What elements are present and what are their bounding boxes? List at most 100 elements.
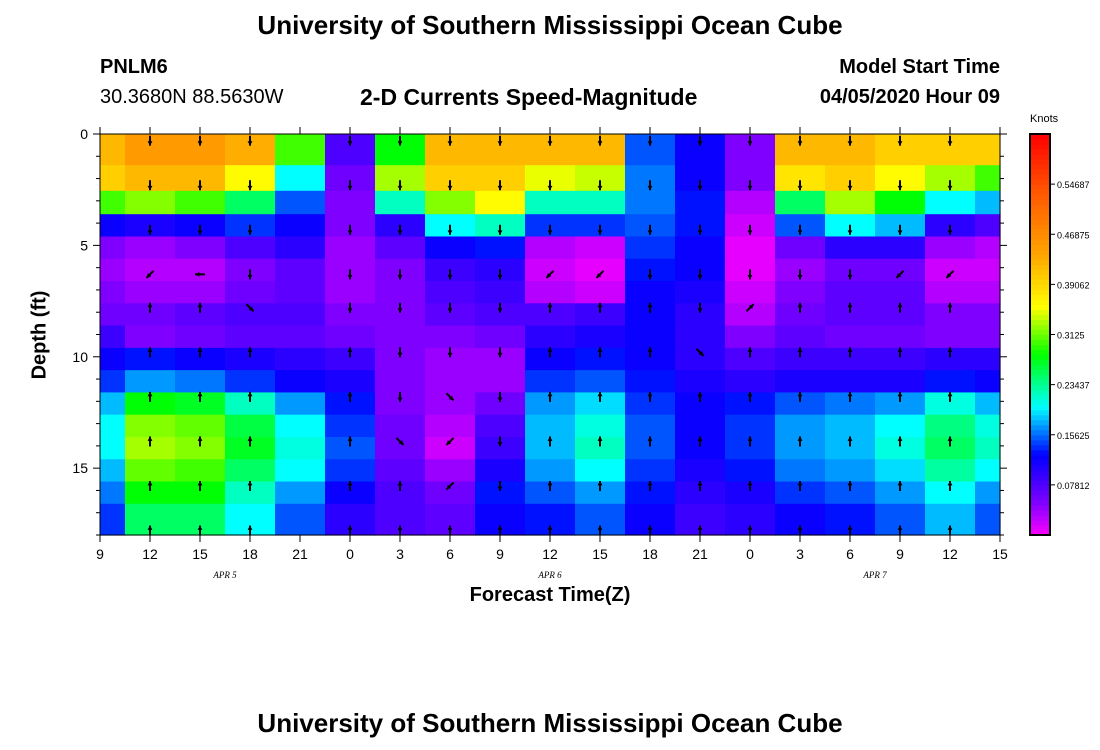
heatmap-cell [175, 258, 226, 282]
current-direction-arrow [797, 391, 803, 402]
x-tick-label: 9 [896, 546, 904, 562]
heatmap-cell [225, 436, 276, 460]
current-direction-arrow [447, 269, 453, 280]
heatmap-cell [775, 303, 826, 327]
colorbar-segment [1030, 519, 1050, 526]
colorbar-segment [1030, 459, 1050, 466]
colorbar-segment [1030, 319, 1050, 326]
heatmap-cell [325, 459, 376, 483]
heatmap-cell [625, 236, 676, 260]
current-direction-arrow [247, 135, 253, 146]
heatmap-cell [875, 258, 926, 282]
current-direction-arrow [197, 391, 203, 402]
colorbar-segment [1030, 264, 1050, 270]
heatmap-cell [275, 459, 326, 483]
station-id: PNLM6 [100, 56, 168, 78]
heatmap-cell [725, 236, 776, 260]
heatmap-cell [525, 347, 576, 371]
colorbar-segment [1030, 379, 1050, 386]
current-direction-arrow [897, 347, 903, 358]
heatmap-cell [225, 303, 276, 327]
heatmap-cell [625, 392, 676, 416]
current-direction-arrow [947, 224, 953, 235]
heatmap-cell [525, 258, 576, 282]
current-direction-arrow [447, 135, 453, 146]
heatmap-cell [275, 325, 326, 349]
heatmap-cell [775, 481, 826, 505]
heatmap-cell [225, 392, 276, 416]
heatmap-cell [125, 459, 176, 483]
colorbar-segment [1030, 444, 1050, 451]
heatmap-cell [975, 236, 1001, 260]
heatmap-cell [725, 303, 776, 327]
heatmap-cell [975, 165, 1001, 192]
heatmap-cell [675, 459, 726, 483]
current-direction-arrow [147, 525, 153, 536]
heatmap-cell [100, 236, 126, 260]
current-direction-arrow [847, 269, 853, 280]
current-direction-arrow [647, 269, 653, 280]
heatmap-cell [175, 392, 226, 416]
heatmap-cell [675, 392, 726, 416]
y-tick-label: 5 [80, 237, 88, 253]
colorbar-segment [1030, 284, 1050, 290]
current-direction-arrow [597, 347, 603, 358]
current-direction-arrow [497, 347, 503, 358]
heatmap-cell [975, 190, 1001, 215]
colorbar-segment [1030, 334, 1050, 341]
heatmap-cell [425, 281, 476, 304]
current-direction-arrow [647, 302, 653, 313]
current-direction-arrow [747, 436, 753, 447]
heatmap-cell [425, 190, 476, 215]
heatmap-cell [625, 303, 676, 327]
current-direction-arrow [847, 135, 853, 146]
heatmap-cell [975, 325, 1001, 349]
current-direction-arrow [597, 525, 603, 536]
x-tick-label: 0 [346, 546, 354, 562]
x-tick-label: 12 [542, 546, 558, 562]
heatmap-cell [225, 347, 276, 371]
y-tick-label: 10 [72, 349, 88, 365]
colorbar-segment [1030, 144, 1050, 150]
current-direction-arrow [397, 391, 403, 402]
heatmap-cell [475, 281, 526, 304]
heatmap-cell [375, 481, 426, 505]
heatmap-cell [275, 503, 326, 536]
heatmap-cell [725, 436, 776, 460]
current-direction-arrow [447, 525, 453, 536]
colorbar-segment [1030, 494, 1050, 501]
heatmap-cell [475, 347, 526, 371]
heatmap-cell [975, 436, 1001, 460]
colorbar-segment [1030, 259, 1050, 265]
heatmap-cell [375, 281, 426, 304]
colorbar-segment [1030, 159, 1050, 165]
heatmap-cell [275, 481, 326, 505]
heatmap-cell [100, 392, 126, 416]
heatmap-cell [875, 481, 926, 505]
current-direction-arrow [697, 436, 703, 447]
heatmap-cell [975, 347, 1001, 371]
x-tick-label: 15 [192, 546, 208, 562]
heatmap-cell [975, 134, 1001, 166]
colorbar-segment [1030, 454, 1050, 461]
model-start-time: 04/05/2020 Hour 09 [819, 86, 1000, 108]
heatmap-cell [725, 370, 776, 394]
x-tick-label: 0 [746, 546, 754, 562]
heatmap-cell [275, 214, 326, 238]
current-direction-arrow [547, 180, 553, 191]
current-direction-arrow [847, 302, 853, 313]
heatmap-cell [525, 236, 576, 260]
colorbar-segment [1030, 174, 1050, 180]
heatmap-cell [875, 190, 926, 215]
colorbar-segment [1030, 304, 1050, 311]
x-tick-label: 15 [992, 546, 1008, 562]
current-direction-arrow [497, 480, 503, 491]
current-direction-arrow [347, 180, 353, 191]
heatmap-cell [325, 190, 376, 215]
heatmap-cell [925, 414, 976, 438]
current-direction-arrow [897, 480, 903, 491]
current-direction-arrow [245, 303, 255, 313]
colorbar-segment [1030, 299, 1050, 306]
heatmap-cell [175, 325, 226, 349]
heatmap-cell [575, 459, 626, 483]
